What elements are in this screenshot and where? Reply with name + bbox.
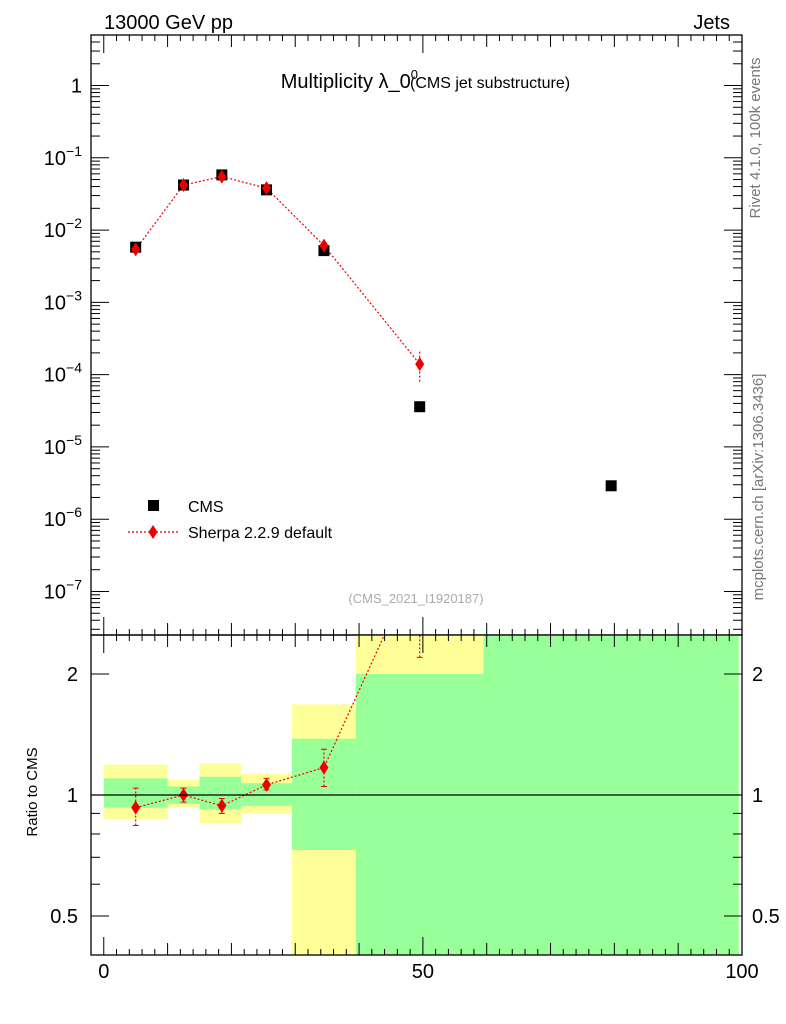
y-tick-label: 10−1	[44, 143, 82, 170]
sherpa-point	[415, 357, 425, 372]
main-frame	[90, 34, 743, 636]
y-tick-label: 10−7	[44, 576, 82, 603]
x-tick-label: 50	[412, 961, 434, 983]
ratio-y-tick-label-right: 0.5	[752, 906, 780, 928]
sherpa-line	[135, 175, 421, 365]
analysis-id-label: (CMS_2021_I1920187)	[348, 591, 483, 606]
sherpa-point	[179, 178, 189, 193]
process-label: Jets	[693, 12, 730, 34]
ratio-frame	[90, 634, 743, 956]
legend-sherpa-marker	[148, 525, 158, 539]
ratio-bands	[103, 550, 739, 955]
ratio-y-tick-label: 0.5	[50, 906, 78, 928]
cms-point	[605, 480, 617, 492]
ratio-y-tick-label-right: 1	[752, 785, 763, 807]
mcplots-label: mcplots.cern.ch [arXiv:1306.3436]	[750, 374, 767, 601]
sherpa-point	[217, 169, 227, 184]
ratio-panel: 0.5 0.5 1 1 2 2 0 50 100	[50, 550, 780, 983]
inner-uncertainty-band	[292, 738, 356, 850]
x-tick-label: 100	[725, 961, 758, 983]
ratio-sherpa-point	[415, 550, 424, 564]
sherpa-point	[131, 242, 141, 257]
ratio-sherpa-point	[262, 777, 272, 792]
ratio-y-tick-label: 2	[67, 664, 78, 686]
y-tick-label: 10−2	[44, 215, 82, 242]
sherpa-point	[262, 181, 272, 196]
y-tick-label: 10−5	[44, 432, 82, 459]
legend-sherpa-label: Sherpa 2.2.9 default	[188, 525, 333, 542]
ratio-sherpa-point	[217, 798, 227, 813]
y-tick-label: 1	[71, 76, 82, 98]
rivet-version-label: Rivet 4.1.0, 100k events	[747, 58, 764, 219]
ratio-axis-label: Ratio to CMS	[24, 747, 41, 836]
cms-point	[414, 401, 426, 413]
sherpa-point	[319, 238, 329, 253]
plot-subtitle: (CMS jet substructure)	[410, 75, 570, 92]
ratio-sherpa-point	[319, 760, 329, 775]
inner-uncertainty-band	[355, 673, 484, 955]
main-panel: 1 10−1 10−2 10−3 10−4 10−5 10−6 10−7 CMS Sherpa 2…	[44, 34, 743, 636]
ratio-y-tick-label-right: 2	[752, 664, 763, 686]
ratio-sherpa-point	[131, 800, 141, 815]
x-tick-label: 0	[98, 961, 109, 983]
plot-title-main: Multiplicity λ_0	[281, 71, 411, 93]
y-tick-label: 10−3	[44, 287, 82, 314]
legend-cms-label: CMS	[188, 499, 224, 516]
ratio-y-tick-label: 1	[67, 785, 78, 807]
energy-label: 13000 GeV pp	[104, 12, 233, 34]
plot-title-sup: 0	[411, 67, 418, 82]
y-tick-label: 10−4	[44, 360, 82, 387]
y-tick-label: 10−6	[44, 504, 82, 531]
plot-title: Multiplicity λ_00	[281, 67, 418, 93]
legend-cms-marker	[148, 500, 159, 511]
